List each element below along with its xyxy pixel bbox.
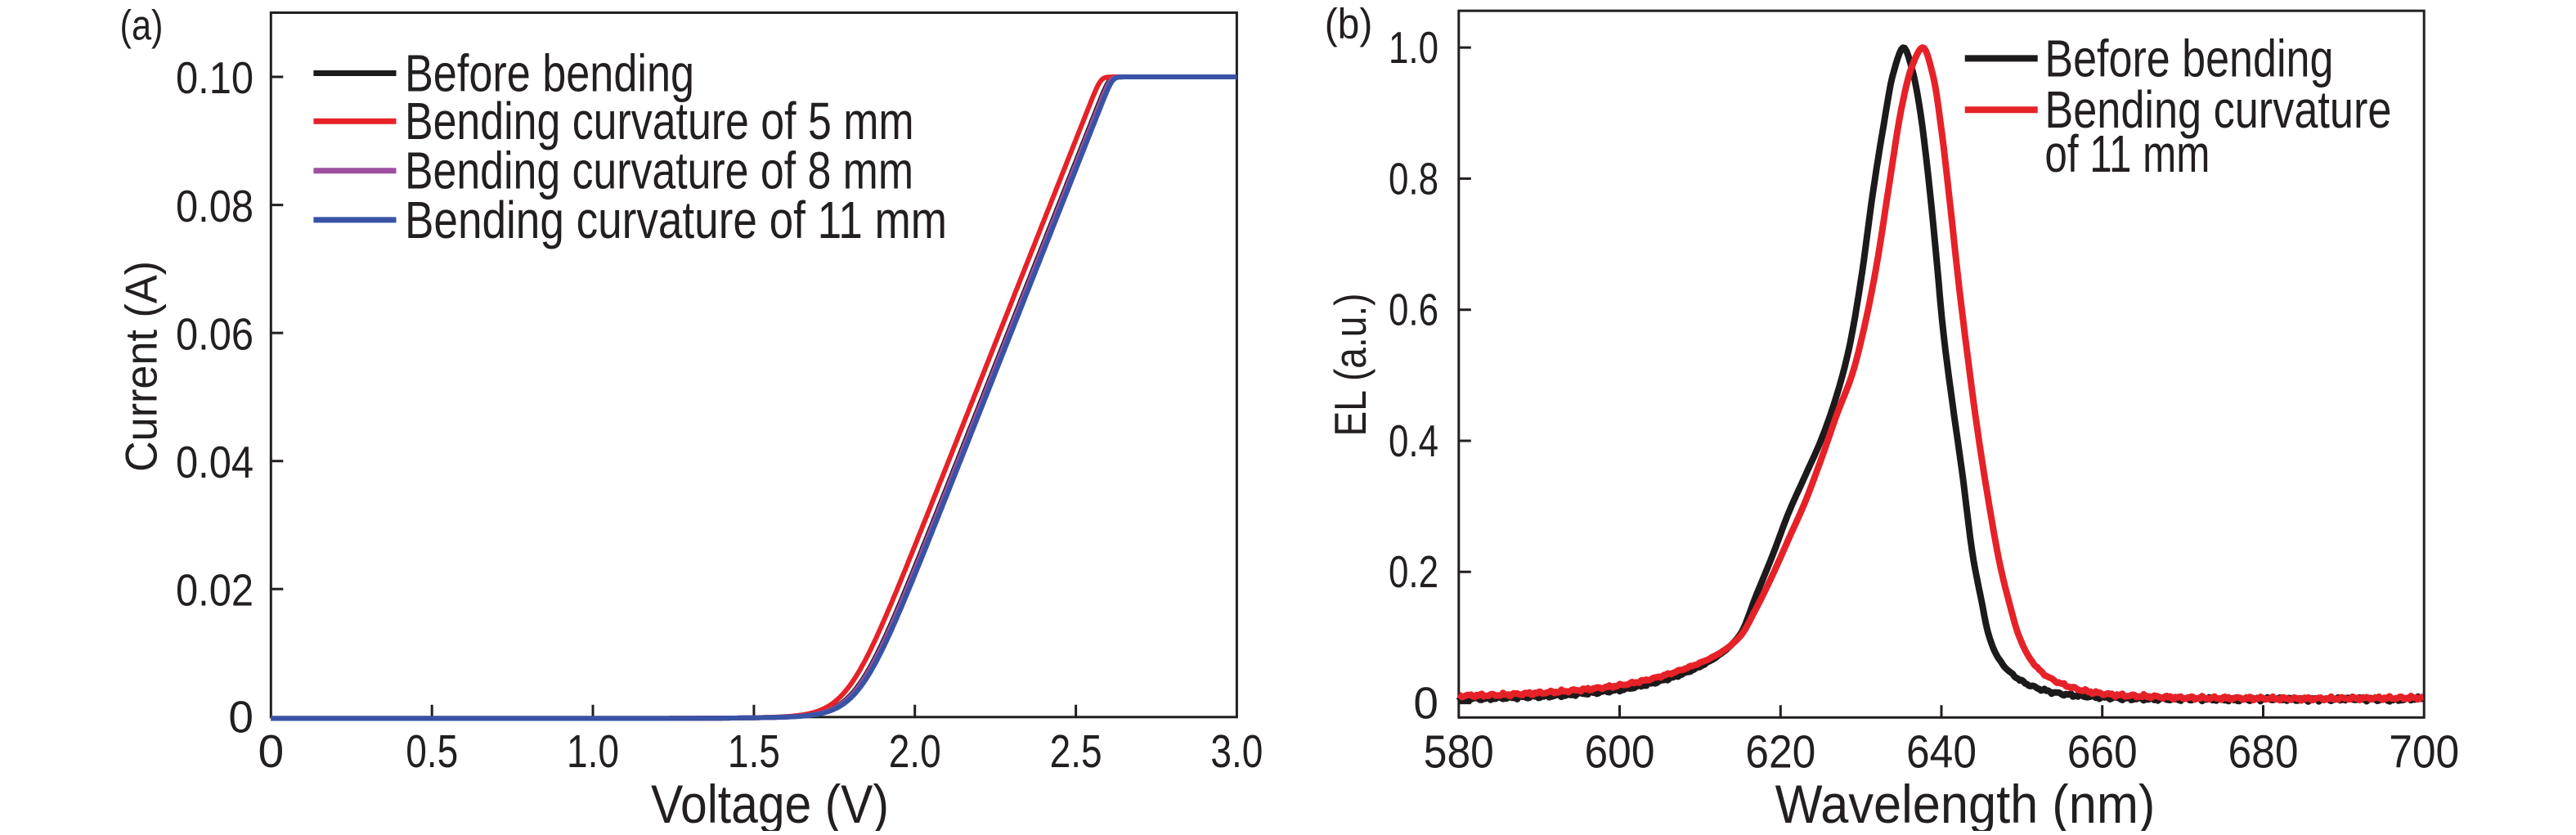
svg-text:(a): (a) <box>120 2 164 49</box>
svg-text:640: 640 <box>1906 726 1977 779</box>
svg-text:(b): (b) <box>1325 1 1373 48</box>
svg-text:600: 600 <box>1585 726 1655 779</box>
svg-text:0.08: 0.08 <box>176 181 254 231</box>
svg-text:Wavelength (nm): Wavelength (nm) <box>1775 774 2156 831</box>
svg-text:660: 660 <box>2067 726 2138 779</box>
svg-text:Voltage (V): Voltage (V) <box>651 774 889 831</box>
svg-text:Current (A): Current (A) <box>116 261 167 472</box>
svg-text:0: 0 <box>258 725 284 778</box>
svg-text:2.5: 2.5 <box>1050 725 1102 778</box>
svg-text:Before bending: Before bending <box>2044 29 2333 88</box>
svg-text:0.02: 0.02 <box>176 564 254 615</box>
svg-text:0: 0 <box>228 692 254 743</box>
svg-text:0.4: 0.4 <box>1389 415 1438 466</box>
svg-text:EL (a.u.): EL (a.u.) <box>1325 294 1376 437</box>
svg-text:Before bending: Before bending <box>405 43 694 102</box>
svg-text:0: 0 <box>1413 678 1438 729</box>
svg-text:700: 700 <box>2389 726 2459 779</box>
svg-text:1.0: 1.0 <box>567 725 619 778</box>
svg-text:0.5: 0.5 <box>406 725 458 778</box>
svg-text:Bending curvature of 8 mm: Bending curvature of 8 mm <box>405 141 913 200</box>
svg-text:0.04: 0.04 <box>176 437 254 487</box>
svg-text:Bending curvature of 5 mm: Bending curvature of 5 mm <box>405 92 914 150</box>
svg-text:Bending curvature: Bending curvature <box>2044 80 2391 139</box>
svg-text:3.0: 3.0 <box>1210 725 1263 778</box>
svg-text:0.8: 0.8 <box>1389 153 1438 204</box>
svg-text:1.0: 1.0 <box>1389 22 1438 73</box>
svg-text:0.06: 0.06 <box>176 308 254 359</box>
svg-text:680: 680 <box>2228 726 2299 779</box>
svg-text:1.5: 1.5 <box>728 725 780 778</box>
svg-text:0.6: 0.6 <box>1389 285 1438 335</box>
svg-text:2.0: 2.0 <box>889 725 941 778</box>
svg-text:of 11 mm: of 11 mm <box>2044 124 2210 183</box>
svg-text:Bending curvature of 11 mm: Bending curvature of 11 mm <box>405 191 947 249</box>
svg-text:0.10: 0.10 <box>176 52 254 103</box>
svg-text:620: 620 <box>1745 726 1815 779</box>
svg-text:0.2: 0.2 <box>1389 546 1438 597</box>
svg-text:580: 580 <box>1424 726 1494 779</box>
